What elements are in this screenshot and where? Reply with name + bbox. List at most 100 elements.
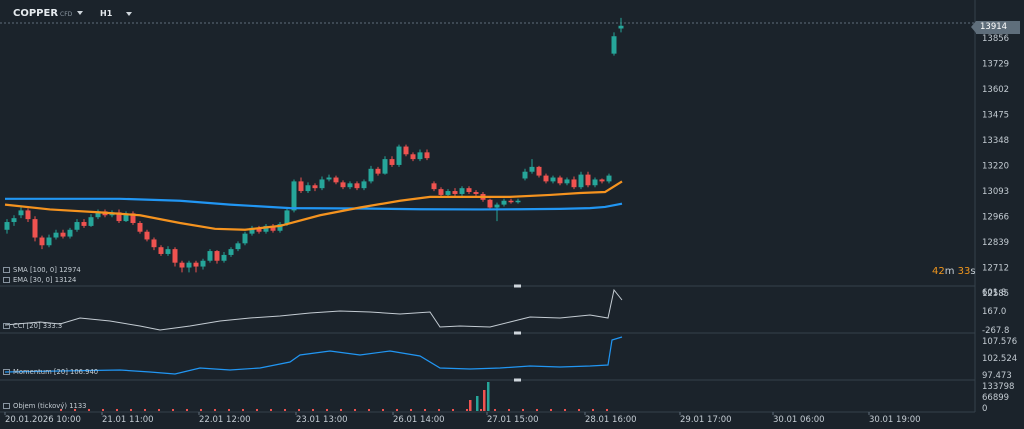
candle-body — [305, 185, 311, 192]
candle-body — [123, 213, 129, 222]
time-axis-label: 30.01 06:00 — [773, 415, 825, 425]
candle-body — [144, 231, 150, 240]
candle-body — [389, 159, 395, 165]
momentum-legend[interactable]: Momentum [20] 106.940 — [3, 368, 98, 376]
volume-bar — [606, 409, 608, 411]
volume-bar — [88, 409, 90, 411]
candle-body — [459, 188, 465, 194]
candle-body — [501, 200, 507, 205]
symbol-selector[interactable]: COPPER CFD — [13, 8, 84, 19]
volume-bar — [382, 409, 384, 411]
candle-body — [403, 146, 409, 155]
indicator-settings-icon[interactable] — [3, 277, 10, 283]
volume-bar — [284, 409, 286, 411]
volume-bar — [494, 409, 496, 411]
candle-body — [74, 222, 80, 230]
candle-body — [515, 200, 521, 203]
candle-body — [18, 210, 24, 216]
chart-toolbar: COPPER CFD H1 — [0, 0, 975, 22]
candle-body — [214, 251, 220, 261]
candle-body — [578, 174, 584, 188]
candle-body — [284, 210, 290, 224]
candle-body — [81, 222, 87, 226]
timeframe-selector[interactable]: H1 — [100, 9, 133, 18]
sma-legend[interactable]: SMA [100, 0] 12974 — [3, 266, 81, 274]
indicator-axis-label: 601.8 — [982, 288, 1006, 298]
symbol-name: COPPER — [13, 8, 59, 19]
time-axis-label: 29.01 17:00 — [680, 415, 732, 425]
time-axis-label: 22.01 12:00 — [199, 415, 251, 425]
indicator-settings-icon[interactable] — [3, 369, 10, 375]
volume-bar — [466, 409, 468, 411]
candle-body — [424, 152, 430, 159]
momentum-value: 106.940 — [70, 368, 99, 376]
candle-body — [618, 25, 624, 29]
candle-body — [277, 223, 283, 231]
candle-body — [312, 185, 318, 189]
pane-resize-handle — [514, 284, 521, 288]
indicator-axis-label: 102.524 — [982, 354, 1017, 364]
time-axis-label: 27.01 15:00 — [487, 415, 539, 425]
volume-bar — [130, 409, 132, 411]
candle-body — [606, 175, 612, 182]
candle-body — [445, 191, 451, 195]
candle-body — [193, 262, 199, 267]
candle-body — [221, 254, 227, 261]
ema-legend[interactable]: EMA [30, 0] 13124 — [3, 276, 76, 284]
candle-body — [228, 249, 234, 255]
candle-body — [494, 204, 500, 208]
candle-body — [326, 177, 332, 180]
volume-bar — [438, 409, 440, 411]
candle-body — [585, 174, 591, 186]
candle-body — [354, 183, 360, 189]
volume-bar — [424, 409, 426, 411]
indicator-axis-label: -267.8 — [982, 326, 1009, 336]
volume-bar — [340, 409, 342, 411]
candle-body — [340, 182, 346, 188]
volume-bar — [228, 409, 230, 411]
candle-body — [25, 210, 31, 220]
price-axis-label: 13220 — [982, 162, 1009, 172]
sma-line — [5, 197, 623, 211]
candle-body — [536, 166, 542, 176]
volume-label: Objem (tickový) — [13, 402, 68, 410]
candle-body — [46, 237, 52, 246]
indicator-settings-icon[interactable] — [3, 403, 10, 409]
price-axis-label: 13475 — [982, 111, 1009, 121]
candle-body — [571, 179, 577, 188]
ema-line — [4, 180, 623, 231]
candle-body — [200, 260, 206, 267]
volume-bar — [396, 409, 398, 411]
candle-body — [557, 177, 563, 184]
candle-body — [263, 225, 269, 232]
candle-body — [4, 222, 10, 230]
cci-value: 333.3 — [42, 322, 63, 330]
price-axis-label: 12712 — [982, 264, 1009, 274]
candle-body — [32, 219, 38, 238]
momentum-label: Momentum [20] — [13, 368, 68, 376]
price-axis-label: 13602 — [982, 85, 1009, 95]
volume-bar — [144, 409, 146, 411]
volume-bar — [256, 409, 258, 411]
indicator-axis-label: 66899 — [982, 393, 1009, 403]
candle-body — [431, 183, 437, 190]
indicator-settings-icon[interactable] — [3, 323, 10, 329]
candle-body — [466, 188, 472, 193]
candle-body — [543, 175, 549, 182]
price-axis-label: 13348 — [982, 136, 1009, 146]
candle-body — [11, 218, 17, 223]
candle-body — [60, 232, 66, 237]
time-axis-label: 30.01 19:00 — [869, 415, 921, 425]
price-axis-label: 12966 — [982, 213, 1009, 223]
candle-body — [249, 227, 255, 234]
pane-resize-handle — [514, 331, 521, 335]
ema-label: EMA [30, 0] — [13, 276, 53, 284]
volume-bar — [312, 409, 314, 411]
current-price-tag: 13914 — [971, 21, 1020, 34]
indicator-settings-icon[interactable] — [3, 267, 10, 273]
candle-body — [298, 181, 304, 192]
cci-legend[interactable]: CCI [20] 333.3 — [3, 322, 62, 330]
volume-legend[interactable]: Objem (tickový) 1133 — [3, 402, 87, 410]
volume-bar — [578, 409, 580, 411]
